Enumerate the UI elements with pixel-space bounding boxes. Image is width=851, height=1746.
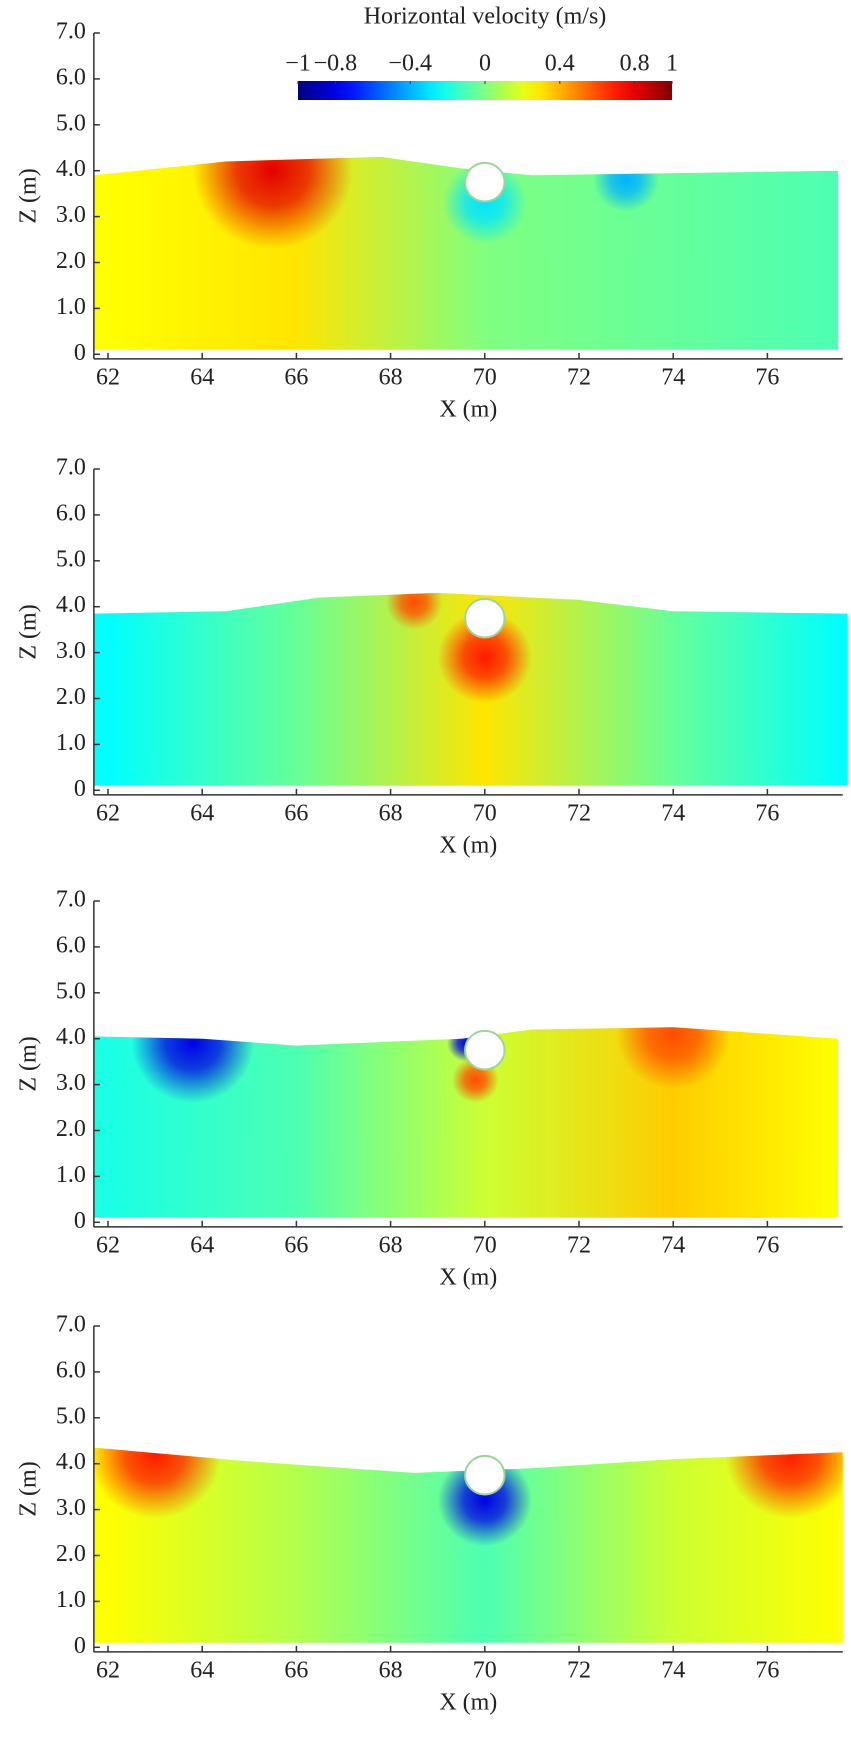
y-tick-label: 2.0	[56, 248, 86, 274]
x-tick-label: 68	[379, 1657, 403, 1683]
x-tick-label: 76	[755, 1232, 779, 1258]
velocity-field	[93, 1447, 843, 1547]
x-tick-label: 74	[661, 800, 685, 826]
colorbar-title: Horizontal velocity (m/s)	[364, 4, 607, 30]
y-tick-label: 3.0	[56, 202, 86, 228]
x-tick-label: 62	[96, 364, 120, 390]
y-tick-label: 0	[74, 1208, 86, 1234]
x-tick-label: 66	[284, 364, 308, 390]
colorbar-tick-label: 0.8	[620, 51, 650, 77]
pipe	[464, 1029, 506, 1071]
y-axis-label: Z (m)	[16, 1036, 42, 1091]
y-axis-label: Z (m)	[16, 1461, 42, 1516]
pipe	[464, 1454, 506, 1496]
velocity-blob	[192, 156, 353, 249]
pipe	[464, 161, 506, 203]
y-tick-label: 7.0	[56, 455, 86, 481]
pipe	[464, 597, 506, 639]
x-tick-label: 70	[473, 364, 497, 390]
y-tick-label: 7.0	[56, 887, 86, 913]
y-axis-label: Z (m)	[16, 168, 42, 223]
velocity-blob	[131, 1027, 255, 1103]
x-tick-label: 72	[567, 800, 591, 826]
y-axis-label: Z (m)	[16, 604, 42, 659]
x-tick-label: 66	[284, 800, 308, 826]
soil-body	[93, 1447, 843, 1643]
y-tick-label: 5.0	[56, 1403, 86, 1429]
x-tick-label: 74	[661, 1657, 685, 1683]
velocity-blob	[616, 1027, 730, 1090]
x-axis-label: X (m)	[439, 1689, 497, 1715]
x-tick-label: 76	[755, 800, 779, 826]
velocity-blob	[593, 156, 660, 213]
colorbar-tick-label: −1	[285, 51, 311, 77]
velocity-blob	[437, 1454, 532, 1547]
y-tick-label: 5.0	[56, 978, 86, 1004]
y-tick-label: 4.0	[56, 592, 86, 618]
velocity-blob	[442, 161, 528, 245]
x-tick-label: 70	[473, 1232, 497, 1258]
y-tick-label: 3.0	[56, 1070, 86, 1096]
colorbar-tick-label: 0	[479, 51, 491, 77]
x-tick-label: 66	[284, 1232, 308, 1258]
colorbar-tick-label: −0.8	[314, 51, 358, 77]
x-tick-label: 76	[755, 1657, 779, 1683]
x-tick-label: 72	[567, 1232, 591, 1258]
x-axis-label: X (m)	[439, 832, 497, 858]
y-tick-label: 5.0	[56, 546, 86, 572]
velocity-blob	[437, 611, 532, 704]
x-tick-label: 68	[379, 1232, 403, 1258]
y-tick-label: 5.0	[56, 110, 86, 136]
x-tick-label: 62	[96, 1232, 120, 1258]
x-tick-label: 64	[190, 364, 214, 390]
y-tick-label: 0	[74, 776, 86, 802]
y-tick-label: 6.0	[56, 1357, 86, 1383]
y-tick-label: 4.0	[56, 1024, 86, 1050]
y-tick-label: 1.0	[56, 1162, 86, 1188]
x-axis-label: X (m)	[439, 396, 497, 422]
y-tick-label: 3.0	[56, 638, 86, 664]
y-tick-label: 4.0	[56, 156, 86, 182]
x-tick-label: 76	[755, 364, 779, 390]
y-tick-label: 0	[74, 340, 86, 366]
x-tick-label: 70	[473, 800, 497, 826]
y-tick-label: 2.0	[56, 684, 86, 710]
y-tick-label: 1.0	[56, 730, 86, 756]
velocity-field	[385, 592, 532, 704]
x-tick-label: 68	[379, 800, 403, 826]
y-tick-label: 2.0	[56, 1541, 86, 1567]
y-tick-label: 0	[74, 1633, 86, 1659]
y-tick-label: 1.0	[56, 294, 86, 320]
velocity-blob	[725, 1447, 843, 1519]
x-tick-label: 66	[284, 1657, 308, 1683]
x-tick-label: 74	[661, 1232, 685, 1258]
y-tick-label: 4.0	[56, 1449, 86, 1475]
y-tick-label: 7.0	[56, 1312, 86, 1338]
y-tick-label: 6.0	[56, 500, 86, 526]
colorbar-tick-label: −0.4	[388, 51, 432, 77]
y-tick-label: 7.0	[56, 19, 86, 45]
y-tick-label: 1.0	[56, 1587, 86, 1613]
x-tick-label: 68	[379, 364, 403, 390]
x-tick-label: 62	[96, 1657, 120, 1683]
colorbar-tick-label: 1	[666, 51, 678, 77]
velocity-blob	[385, 592, 443, 630]
x-tick-label: 70	[473, 1657, 497, 1683]
x-axis-label: X (m)	[439, 1264, 497, 1290]
y-tick-label: 3.0	[56, 1495, 86, 1521]
colorbar	[298, 81, 672, 100]
velocity-blob	[93, 1447, 222, 1519]
x-tick-label: 64	[190, 1232, 214, 1258]
x-tick-label: 64	[190, 800, 214, 826]
x-tick-label: 72	[567, 364, 591, 390]
colorbar-tick-label: 0.4	[545, 51, 575, 77]
y-tick-label: 6.0	[56, 64, 86, 90]
y-tick-label: 6.0	[56, 932, 86, 958]
y-tick-label: 2.0	[56, 1116, 86, 1142]
x-tick-label: 62	[96, 800, 120, 826]
x-tick-label: 64	[190, 1657, 214, 1683]
x-tick-label: 74	[661, 364, 685, 390]
x-tick-label: 72	[567, 1657, 591, 1683]
